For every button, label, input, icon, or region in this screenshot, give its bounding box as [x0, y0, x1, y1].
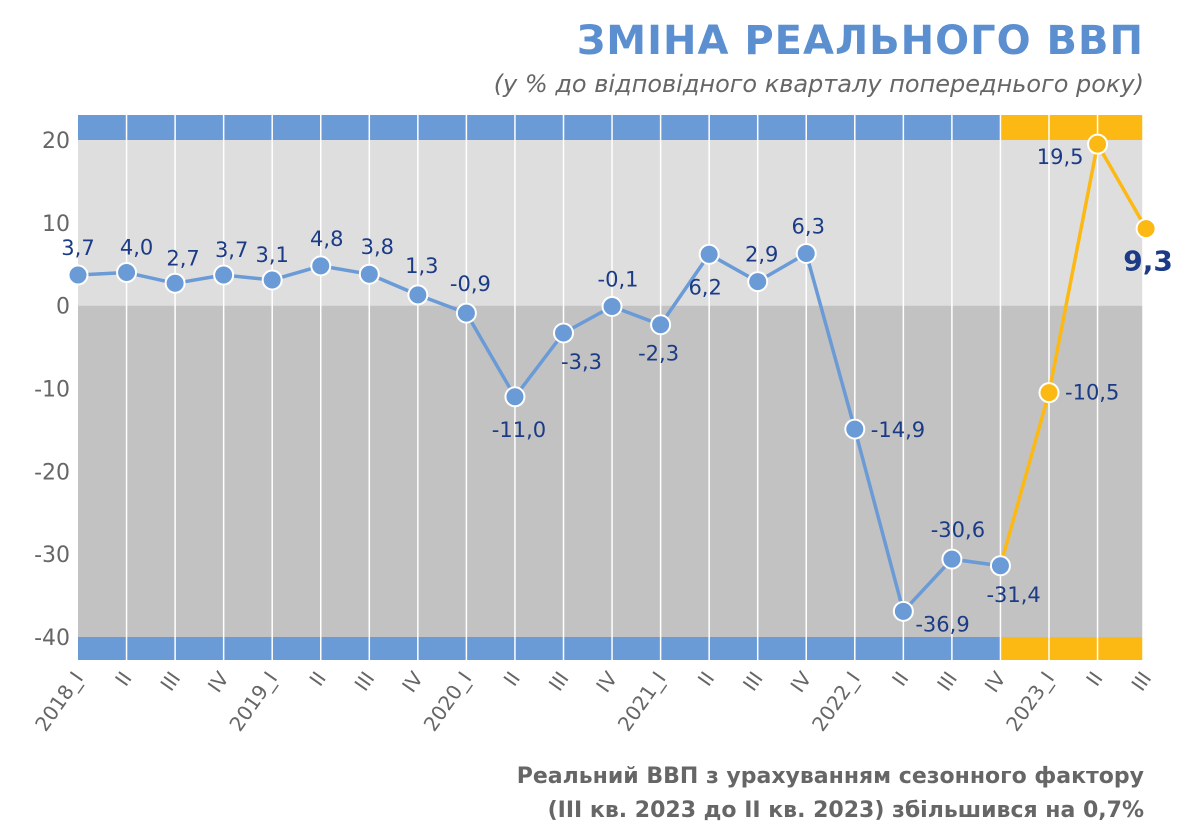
seasonal-note-line1: Реальний ВВП з урахуванням сезонного фак… [516, 764, 1144, 789]
y-tick-label: 10 [42, 212, 70, 237]
seasonal-note-line2: (III кв. 2023 до II кв. 2023) збільшився… [547, 798, 1144, 823]
x-tick-label: II [693, 667, 719, 690]
x-tick-label: IV [397, 667, 428, 697]
data-point [989, 555, 1011, 577]
x-tick-label: II [110, 667, 136, 690]
x-tick-label: III [932, 667, 962, 695]
data-label: -36,9 [915, 612, 969, 636]
data-point [1135, 218, 1157, 240]
data-point [213, 264, 235, 286]
x-tick-label: 2021_I [613, 667, 671, 735]
x-tick-label: II [499, 667, 525, 690]
data-label: -0,1 [598, 267, 639, 291]
data-point [67, 264, 89, 286]
data-label: 6,2 [688, 275, 721, 299]
y-tick-label: -40 [34, 626, 70, 651]
x-tick-label: IV [591, 667, 622, 697]
chart-subtitle: (у % до відповідного кварталу попередньо… [493, 70, 1144, 98]
x-tick-label: III [350, 667, 380, 695]
data-point [844, 418, 866, 440]
data-label: -31,4 [986, 583, 1040, 607]
data-label: -14,9 [871, 418, 925, 442]
data-label: 3,8 [361, 235, 394, 259]
data-label: 4,8 [310, 227, 343, 251]
x-tick-label: III [1126, 667, 1156, 695]
data-label: -11,0 [492, 418, 546, 442]
data-point [941, 548, 963, 570]
data-label: 2,7 [166, 246, 199, 270]
top-band-blue [78, 115, 1001, 140]
x-tick-label: III [155, 667, 185, 695]
top-band-yellow [1000, 115, 1143, 140]
seasonal-note: Реальний ВВП з урахуванням сезонного фак… [517, 760, 1144, 828]
data-point [1038, 382, 1060, 404]
data-label: -2,3 [638, 342, 679, 366]
data-label: 1,3 [405, 254, 438, 278]
data-label: 3,7 [61, 236, 94, 260]
data-point [358, 263, 380, 285]
y-tick-label: -10 [34, 378, 70, 403]
data-point [310, 255, 332, 277]
data-point [504, 386, 526, 408]
data-point [116, 262, 138, 284]
data-label: -3,3 [561, 350, 602, 374]
x-tick-label: II [1081, 667, 1107, 690]
data-label: 3,1 [255, 243, 288, 267]
data-label: 6,3 [792, 214, 825, 238]
data-point [455, 302, 477, 324]
x-tick-label: III [544, 667, 574, 695]
data-point [407, 284, 429, 306]
data-point [747, 271, 769, 293]
y-tick-label: -20 [34, 460, 70, 485]
data-point [892, 600, 914, 622]
data-point [650, 314, 672, 336]
x-tick-label: II [887, 667, 913, 690]
data-label: 9,3 [1123, 245, 1173, 278]
data-label: -10,5 [1065, 381, 1119, 405]
data-point [601, 295, 623, 317]
chart-title: ЗМІНА РЕАЛЬНОГО ВВП [576, 18, 1144, 64]
data-label: 2,9 [745, 243, 778, 267]
data-point [1087, 133, 1109, 155]
x-tick-label: IV [203, 667, 234, 697]
x-tick-label: 2022_I [807, 667, 865, 735]
data-label: 4,0 [120, 236, 153, 260]
negative-zone-bg [78, 305, 1143, 637]
bottom-band-yellow [1000, 637, 1143, 660]
y-tick-label: -30 [34, 543, 70, 568]
x-tick-label: II [304, 667, 330, 690]
data-point [164, 272, 186, 294]
x-tick-label: IV [785, 667, 816, 697]
series-line-yellow [998, 142, 1148, 567]
x-tick-label: 2018_I [30, 667, 88, 735]
data-point [698, 243, 720, 265]
x-tick-label: IV [980, 667, 1011, 697]
data-label: 19,5 [1037, 145, 1084, 169]
x-tick-label: 2019_I [224, 667, 282, 735]
data-point [795, 242, 817, 264]
y-tick-label: 0 [56, 295, 70, 320]
data-point [553, 322, 574, 344]
x-tick-label: 2020_I [419, 667, 477, 735]
y-tick-label: 20 [42, 129, 70, 154]
x-tick-label: III [738, 667, 768, 695]
data-label: -0,9 [450, 272, 491, 296]
bottom-band-blue [78, 637, 1001, 660]
data-point [261, 269, 283, 291]
x-tick-label: 2023_I [1001, 667, 1059, 735]
data-label: 3,7 [215, 238, 248, 262]
data-label: -30,6 [931, 518, 985, 542]
